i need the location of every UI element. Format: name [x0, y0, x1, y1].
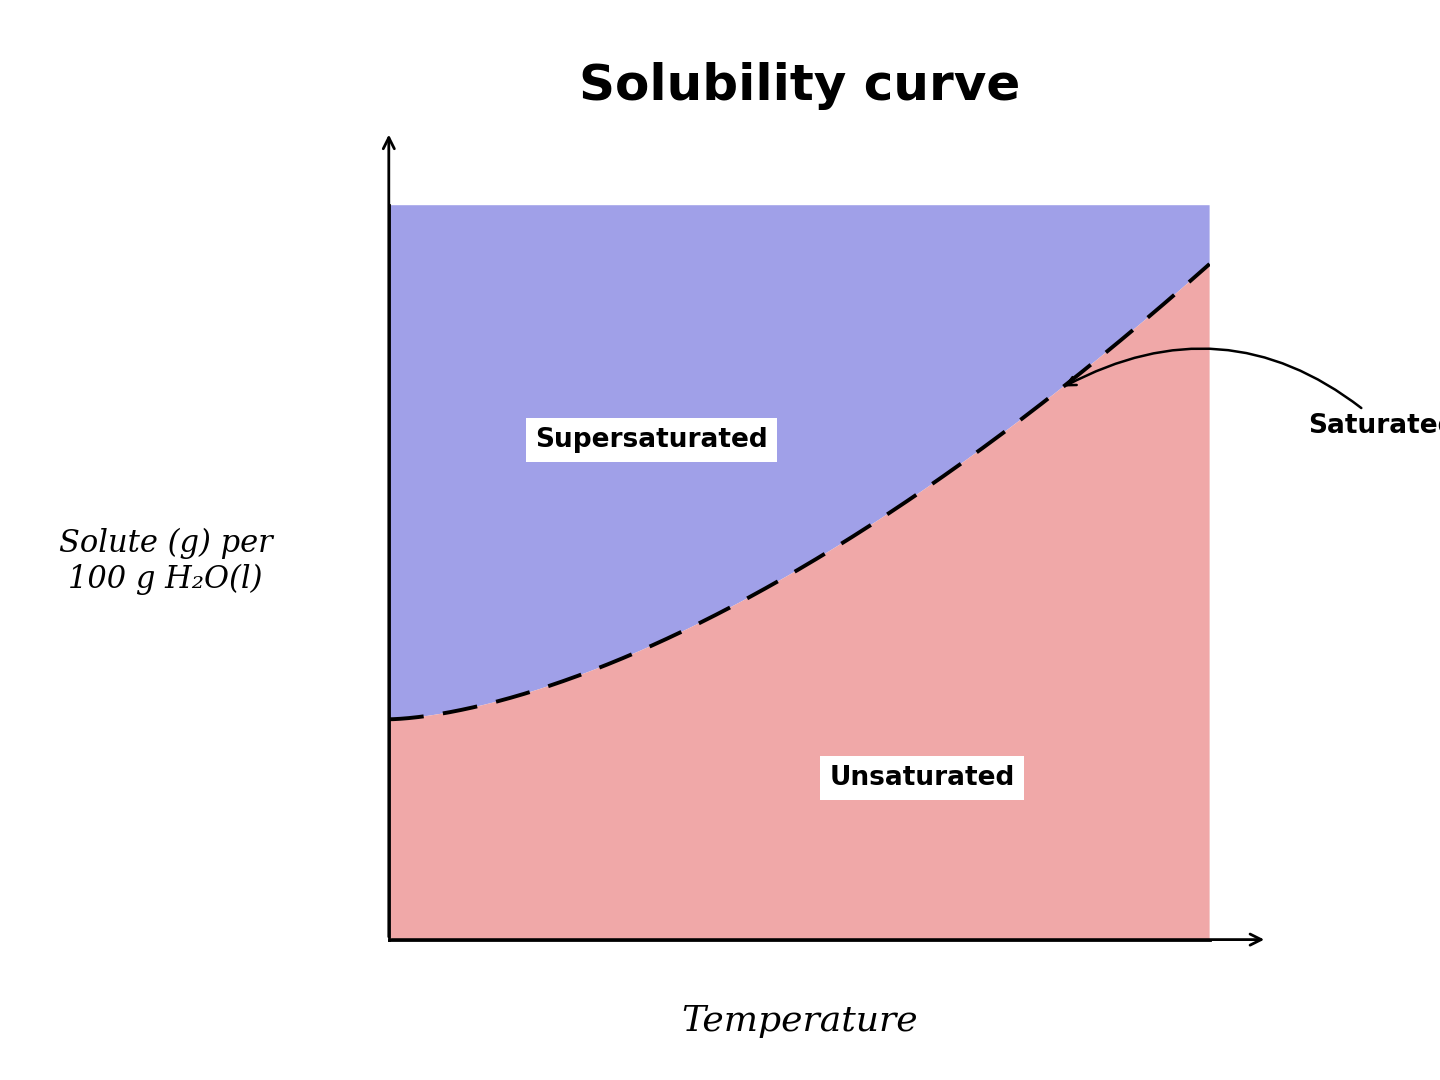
Polygon shape	[389, 264, 1210, 940]
Polygon shape	[389, 205, 1210, 719]
Text: Unsaturated: Unsaturated	[829, 765, 1015, 791]
Text: Supersaturated: Supersaturated	[536, 428, 768, 454]
Text: Saturated: Saturated	[1067, 349, 1440, 438]
Text: Solute (g) per
100 g H₂O(l): Solute (g) per 100 g H₂O(l)	[59, 528, 272, 595]
Text: Solubility curve: Solubility curve	[579, 63, 1020, 110]
Text: Temperature: Temperature	[681, 1003, 917, 1038]
